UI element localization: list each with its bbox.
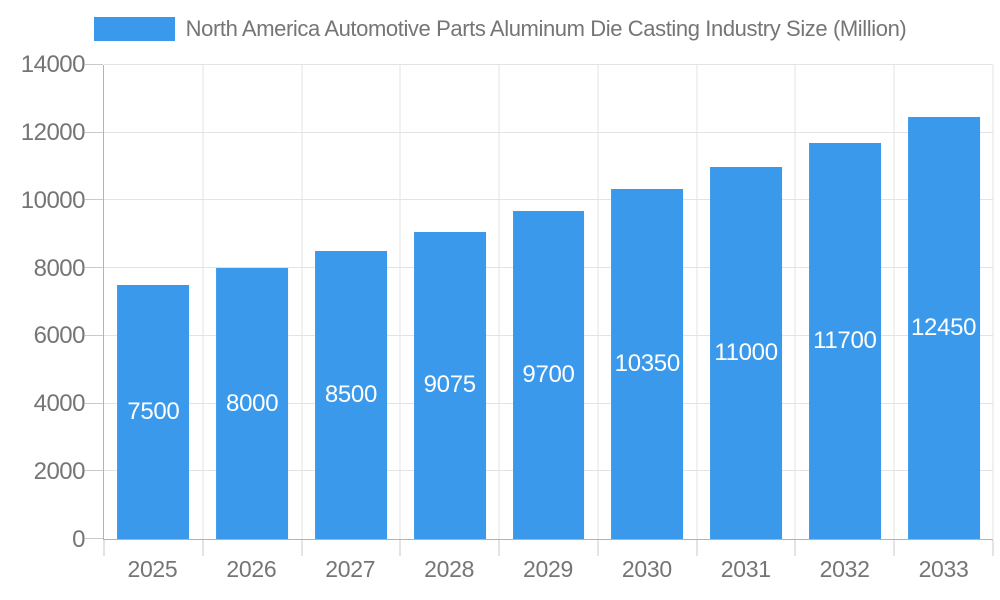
x-tick-mark (597, 540, 599, 556)
x-gridline (301, 65, 303, 539)
x-tick-mark (103, 540, 105, 556)
y-tick-mark (85, 538, 103, 539)
y-tick-label: 4000 (33, 390, 86, 418)
bar-value-label: 7500 (127, 398, 180, 426)
bar-value-label: 9075 (423, 371, 477, 399)
y-tick-mark (85, 131, 103, 133)
x-tick-mark (992, 540, 994, 556)
x-tick-label: 2030 (621, 556, 672, 582)
x-gridline (498, 65, 500, 539)
y-tick-label: 14000 (20, 51, 86, 78)
y-tick-label: 6000 (33, 322, 86, 350)
x-tick-mark (399, 540, 401, 556)
bar-value-label: 11000 (714, 338, 778, 366)
plot-area: 7500 8000 8500 9075 9700 10350 11000 11700 12450 (85, 64, 994, 556)
x-tick-mark (696, 540, 698, 556)
y-tick-label: 12000 (20, 118, 86, 146)
y-tick-label: 0 (72, 526, 85, 553)
y-gridline (104, 199, 993, 201)
x-tick-mark (498, 540, 500, 556)
y-tick-mark (85, 199, 103, 201)
x-tick-mark (301, 540, 303, 556)
y-tick-label: 2000 (33, 458, 86, 486)
y-tick-label: 10000 (20, 186, 86, 214)
bar-value-label: 12450 (910, 314, 977, 342)
x-axis-labels: 2025 2026 2027 2028 2029 2030 2031 2032 2033 (103, 556, 993, 586)
y-tick-mark (85, 267, 103, 269)
y-gridline (104, 64, 993, 65)
bar-value-label: 8500 (324, 381, 378, 409)
y-gridline (104, 131, 993, 133)
bar[interactable]: 8500 (314, 251, 387, 539)
x-tick-label: 2028 (424, 556, 475, 582)
bar[interactable]: 12450 (907, 117, 980, 539)
bar-value-label: 11700 (813, 326, 877, 354)
x-gridline (696, 65, 698, 539)
bar[interactable]: 11700 (808, 142, 881, 539)
x-tick-mark (794, 540, 796, 556)
y-axis-labels: 0 2000 4000 6000 8000 10000 12000 14000 (0, 53, 86, 552)
legend-item[interactable]: North America Automotive Parts Aluminum … (93, 16, 907, 42)
bar-value-label: 8000 (226, 389, 279, 417)
bar[interactable]: 11000 (710, 166, 782, 539)
bar[interactable]: 9700 (512, 210, 585, 539)
bar[interactable]: 7500 (117, 285, 190, 539)
x-gridline (893, 65, 895, 539)
bar[interactable]: 10350 (611, 188, 684, 539)
x-gridline (794, 65, 796, 539)
x-gridline (992, 65, 994, 539)
x-gridline (202, 65, 204, 539)
y-tick-mark (85, 402, 103, 404)
bar-value-label: 10350 (614, 349, 681, 377)
x-tick-mark (893, 540, 895, 556)
bar[interactable]: 8000 (216, 268, 289, 539)
x-tick-label: 2031 (720, 556, 771, 582)
y-tick-mark (85, 334, 103, 336)
x-tick-label: 2027 (325, 556, 376, 582)
x-tick-label: 2029 (523, 556, 573, 582)
y-tick-mark (85, 64, 103, 65)
x-tick-label: 2025 (127, 556, 178, 582)
legend-label: North America Automotive Parts Aluminum … (185, 16, 907, 41)
x-tick-mark (202, 540, 204, 556)
y-tick-label: 8000 (33, 254, 86, 282)
legend: North America Automotive Parts Aluminum … (0, 16, 1000, 42)
x-tick-label: 2033 (918, 556, 969, 582)
legend-swatch-icon (93, 17, 175, 41)
x-tick-label: 2032 (819, 556, 870, 582)
x-gridline (597, 65, 599, 539)
bar[interactable]: 9075 (413, 231, 486, 539)
x-gridline (399, 65, 401, 539)
bar-value-label: 9700 (522, 360, 575, 388)
x-tick-label: 2026 (226, 556, 277, 582)
y-tick-mark (85, 470, 103, 472)
